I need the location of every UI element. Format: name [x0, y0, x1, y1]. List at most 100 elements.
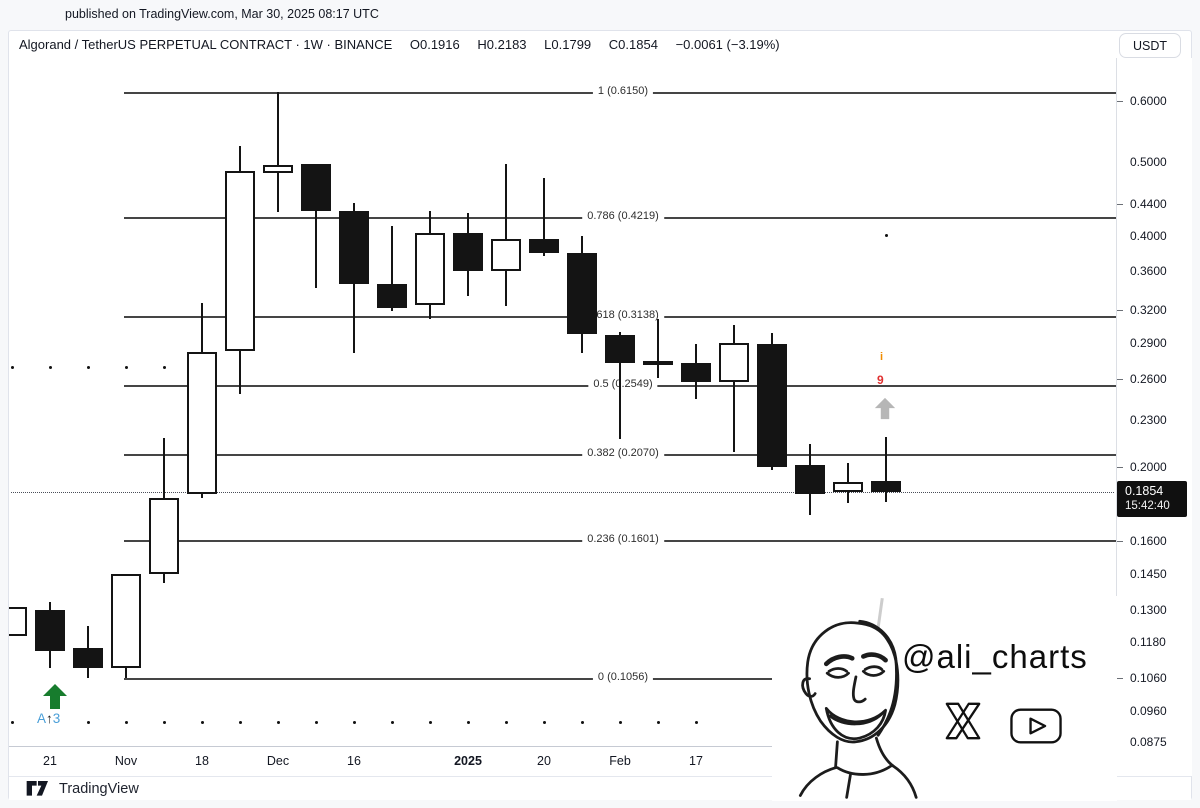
- candlestick: [111, 573, 141, 669]
- time-axis-label: 16: [347, 754, 361, 768]
- candlestick: [301, 164, 331, 212]
- price-axis-tick: [1117, 379, 1123, 381]
- price-axis-tick: [1117, 204, 1123, 206]
- price-axis-label: 0.2600: [1130, 372, 1167, 387]
- candlestick: [149, 497, 179, 574]
- x-logo-icon: [945, 702, 981, 740]
- price-axis-label: 0.3600: [1130, 263, 1167, 278]
- time-axis-label: Feb: [609, 754, 631, 768]
- candle-wick: [619, 331, 621, 440]
- indicator-dot: [200, 720, 204, 724]
- a3-indicator-label: A↑3: [37, 711, 61, 726]
- indicator-dot: [580, 720, 584, 724]
- indicator-dot: [162, 365, 166, 369]
- current-price-value: 0.1854: [1125, 484, 1164, 498]
- candlestick: [833, 481, 863, 493]
- price-axis-label: 0.6000: [1130, 94, 1167, 108]
- candlestick: [35, 609, 65, 651]
- candlestick: [73, 647, 103, 669]
- indicator-dot: [694, 720, 698, 724]
- currency-toggle-button[interactable]: USDT: [1119, 33, 1181, 58]
- time-axis-label: 20: [537, 754, 551, 768]
- candle-wick: [315, 164, 317, 289]
- current-price-line: [11, 491, 1114, 493]
- candlestick: [643, 360, 673, 365]
- price-axis-tick: [1117, 540, 1123, 542]
- price-change: −0.0061 (−3.19%): [675, 37, 780, 52]
- tradingview-brand-text: TradingView: [59, 781, 139, 797]
- artist-handle-text: @ali_charts: [902, 638, 1088, 675]
- candlestick: [263, 165, 293, 174]
- candle-wick: [505, 164, 507, 306]
- fib-level-label: 0.382 (0.2070): [582, 447, 664, 460]
- ohlc-open: O0.1916: [409, 37, 460, 52]
- green-up-arrow-icon: [42, 683, 68, 715]
- symbol-ohlc-line: Algorand / TetherUS PERPETUAL CONTRACT ·…: [19, 37, 780, 52]
- fib-level-label: 0.618 (0.3138): [582, 308, 664, 321]
- price-axis-label: 0.1300: [1130, 602, 1167, 617]
- indicator-dot: [884, 233, 888, 237]
- price-axis-tick: [1117, 677, 1123, 679]
- price-axis[interactable]: 0.6000 0.5000 0.4400 0.4000 0.3600 0.3200 0.29…: [1116, 58, 1192, 776]
- artist-face-drawing: [798, 619, 918, 799]
- candlestick: [187, 352, 217, 495]
- indicator-dot: [504, 720, 508, 724]
- time-axis-label: 21: [43, 754, 57, 768]
- candlestick: [605, 334, 635, 363]
- fib-level-label: 1 (0.6150): [592, 84, 654, 97]
- indicator-dot: [390, 720, 394, 724]
- price-axis-label: 0.2000: [1130, 459, 1167, 474]
- indicator-dot: [124, 365, 128, 369]
- time-axis-label: Dec: [266, 754, 290, 768]
- indicator-dot: [162, 720, 166, 724]
- price-axis-tick: [1117, 466, 1123, 468]
- fib-level-label: 0.5 (0.2549): [588, 377, 658, 390]
- price-axis-label: 0.3200: [1130, 303, 1167, 318]
- price-axis-label: 0.1600: [1130, 533, 1167, 548]
- indicator-dot: [10, 720, 14, 724]
- published-banner: published on TradingView.com, Mar 30, 20…: [65, 7, 379, 21]
- current-price-badge: 0.1854 15:42:40: [1117, 481, 1187, 517]
- indicator-letter: i: [880, 351, 884, 363]
- candle-wick: [543, 178, 545, 256]
- ohlc-high: H0.2183: [477, 37, 527, 52]
- candle-wick: [277, 92, 279, 212]
- indicator-dot: [618, 720, 622, 724]
- price-axis-label: 0.4400: [1130, 197, 1167, 212]
- candlestick: [453, 233, 483, 271]
- indicator-dot: [542, 720, 546, 724]
- candlestick: [567, 252, 597, 334]
- candlestick: [719, 342, 749, 382]
- candle-wick: [657, 318, 659, 378]
- indicator-dot: [48, 365, 52, 369]
- time-axis-label: 18: [195, 754, 209, 768]
- candlestick: [415, 233, 445, 305]
- price-axis-label: 0.1450: [1130, 566, 1167, 581]
- candle-wick: [885, 437, 887, 502]
- candlestick: [377, 284, 407, 309]
- indicator-dot: [10, 365, 14, 369]
- time-axis-label: Nov: [114, 754, 138, 768]
- symbol-title: Algorand / TetherUS PERPETUAL CONTRACT ·…: [19, 37, 393, 52]
- candlestick: [795, 464, 825, 495]
- candlestick: [681, 362, 711, 382]
- indicator-dot: [466, 720, 470, 724]
- candlestick: [225, 171, 255, 351]
- indicator-dot: [428, 720, 432, 724]
- candlestick: [871, 480, 901, 492]
- price-axis-tick: [1117, 101, 1123, 102]
- youtube-logo-icon: [1010, 708, 1062, 744]
- candle-wick: [391, 226, 393, 312]
- price-axis-label: 0.1180: [1130, 635, 1166, 650]
- fib-level-label: 0.236 (0.1601): [582, 532, 664, 545]
- price-axis-tick: [1117, 310, 1123, 312]
- ohlc-low: L0.1799: [544, 37, 592, 52]
- indicator-letter: 9: [877, 373, 884, 387]
- price-axis-label: 0.1060: [1130, 670, 1167, 685]
- price-axis-label: 0.5000: [1130, 154, 1167, 169]
- candle-wick: [733, 325, 735, 452]
- indicator-dot: [276, 720, 280, 724]
- candlestick: [529, 239, 559, 253]
- indicator-dot: [238, 720, 242, 724]
- price-axis-label: 0.0875: [1130, 734, 1167, 749]
